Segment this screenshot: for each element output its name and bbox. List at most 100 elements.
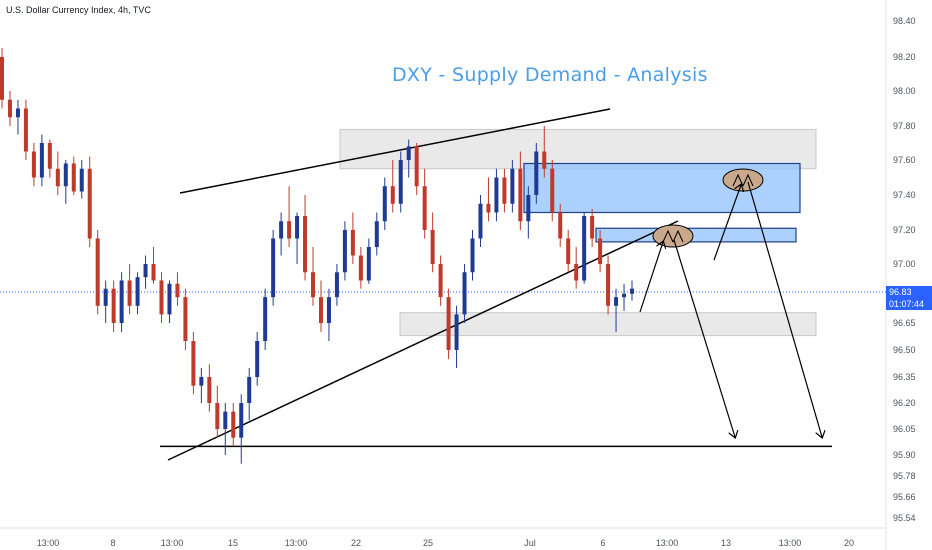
candle[interactable]: [7, 91, 12, 126]
candle[interactable]: [311, 247, 316, 306]
candle[interactable]: [446, 288, 451, 359]
candle[interactable]: [199, 368, 204, 403]
candle[interactable]: [606, 255, 611, 315]
candle[interactable]: [239, 394, 244, 464]
candle[interactable]: [366, 238, 371, 284]
candle[interactable]: [103, 280, 108, 323]
candle[interactable]: [143, 255, 148, 289]
candle[interactable]: [598, 230, 603, 273]
candle[interactable]: [263, 288, 268, 350]
candle[interactable]: [23, 99, 28, 160]
candle[interactable]: [167, 280, 172, 323]
candle[interactable]: [486, 177, 491, 222]
supply-zone-blue[interactable]: [595, 227, 797, 243]
candle[interactable]: [279, 212, 284, 256]
candle[interactable]: [542, 126, 547, 178]
candle[interactable]: [558, 203, 563, 247]
candle[interactable]: [303, 195, 308, 281]
candle[interactable]: [494, 168, 499, 222]
caret-marks-lower: [662, 229, 684, 243]
candle[interactable]: [342, 221, 347, 281]
candle[interactable]: [87, 156, 92, 247]
candle[interactable]: [159, 272, 164, 323]
candle[interactable]: [31, 143, 36, 187]
candle[interactable]: [470, 230, 475, 281]
candle[interactable]: [574, 247, 579, 289]
candle[interactable]: [406, 139, 411, 178]
candle[interactable]: [231, 403, 236, 447]
candle[interactable]: [183, 288, 188, 350]
candle[interactable]: [287, 186, 292, 247]
candle[interactable]: [326, 288, 331, 341]
candle[interactable]: [119, 272, 124, 332]
candle[interactable]: [47, 139, 52, 178]
candle[interactable]: [71, 156, 76, 195]
arrow-up-upper[interactable]: [713, 185, 741, 261]
candle[interactable]: [95, 230, 100, 315]
demand-zone[interactable]: [399, 312, 817, 337]
candle[interactable]: [334, 264, 339, 306]
candle[interactable]: [151, 247, 156, 284]
candle[interactable]: [430, 212, 435, 273]
candle[interactable]: [414, 143, 419, 195]
candle[interactable]: [550, 160, 555, 222]
candle-body: [406, 146, 411, 160]
reaction-ellipse-upper[interactable]: [722, 168, 764, 192]
price-tick-label: 95.66: [893, 492, 916, 502]
price-tick-label: 96.35: [893, 372, 916, 382]
candle[interactable]: [191, 332, 196, 395]
candle[interactable]: [454, 305, 459, 368]
candle[interactable]: [590, 209, 595, 247]
candle[interactable]: [526, 186, 531, 239]
candle[interactable]: [247, 368, 252, 421]
lower-trendline[interactable]: [167, 220, 679, 461]
candle[interactable]: [478, 195, 483, 247]
candle[interactable]: [630, 280, 634, 301]
supply-zone-grey[interactable]: [339, 128, 817, 170]
candle[interactable]: [207, 364, 212, 412]
candle[interactable]: [127, 264, 132, 315]
candle[interactable]: [318, 280, 323, 332]
candle[interactable]: [223, 403, 228, 455]
candle[interactable]: [390, 160, 395, 213]
candle[interactable]: [271, 230, 276, 306]
candle[interactable]: [614, 288, 619, 332]
candle[interactable]: [350, 212, 355, 265]
candle[interactable]: [15, 99, 20, 135]
candle-body: [103, 288, 108, 306]
candle[interactable]: [502, 168, 507, 213]
candle[interactable]: [358, 247, 363, 289]
arrow-up-lower[interactable]: [639, 242, 663, 313]
candle[interactable]: [582, 212, 587, 284]
upper-trendline[interactable]: [179, 108, 611, 194]
candle-body: [63, 163, 68, 187]
candle[interactable]: [55, 151, 60, 196]
candle[interactable]: [175, 272, 180, 306]
candle[interactable]: [510, 160, 515, 213]
candle[interactable]: [398, 151, 403, 213]
candle[interactable]: [0, 48, 4, 109]
candle[interactable]: [374, 212, 379, 256]
candle[interactable]: [518, 151, 523, 231]
candle[interactable]: [382, 177, 387, 231]
candle[interactable]: [566, 230, 571, 273]
candle[interactable]: [422, 168, 427, 239]
supply-zone-blue[interactable]: [523, 162, 801, 214]
candle[interactable]: [215, 385, 220, 438]
reaction-ellipse-lower[interactable]: [652, 224, 694, 248]
candle[interactable]: [63, 160, 68, 204]
candle[interactable]: [438, 255, 443, 306]
candle[interactable]: [534, 143, 539, 204]
candle[interactable]: [295, 212, 300, 265]
candle[interactable]: [622, 283, 627, 311]
arrow-down-lower[interactable]: [673, 239, 735, 437]
candle[interactable]: [135, 272, 140, 315]
time-tick-label: 13:00: [779, 538, 802, 548]
candle[interactable]: [39, 134, 44, 187]
candle[interactable]: [111, 280, 116, 332]
arrow-down-upper[interactable]: [747, 181, 822, 437]
candle[interactable]: [255, 332, 260, 386]
candle[interactable]: [462, 264, 467, 323]
candle[interactable]: [79, 160, 84, 199]
